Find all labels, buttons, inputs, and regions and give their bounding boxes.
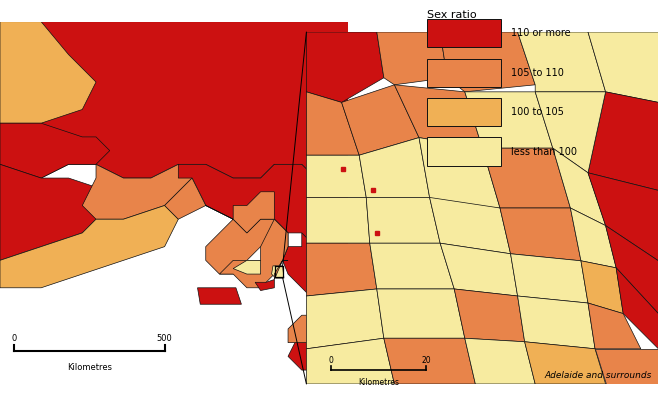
Polygon shape [306, 338, 395, 384]
Polygon shape [306, 243, 377, 296]
Polygon shape [377, 289, 465, 338]
Polygon shape [283, 233, 348, 315]
Polygon shape [454, 289, 525, 342]
Polygon shape [465, 92, 553, 148]
Polygon shape [0, 123, 110, 178]
Polygon shape [255, 280, 274, 290]
Polygon shape [342, 85, 419, 155]
Polygon shape [165, 178, 288, 274]
Polygon shape [198, 288, 241, 304]
Polygon shape [384, 338, 475, 384]
Text: 0: 0 [11, 334, 16, 343]
Polygon shape [377, 32, 447, 85]
Polygon shape [588, 173, 659, 261]
Polygon shape [588, 303, 641, 349]
Polygon shape [606, 226, 659, 314]
Polygon shape [366, 198, 440, 243]
Polygon shape [570, 208, 616, 268]
Polygon shape [220, 219, 288, 288]
Text: less than 100: less than 100 [511, 146, 578, 156]
Text: 110 or more: 110 or more [511, 28, 571, 38]
Polygon shape [500, 208, 581, 261]
Polygon shape [440, 32, 535, 92]
Polygon shape [518, 296, 595, 349]
Polygon shape [271, 266, 284, 278]
Text: 20: 20 [421, 356, 431, 365]
Polygon shape [0, 22, 348, 178]
Polygon shape [440, 243, 518, 296]
Polygon shape [525, 342, 606, 384]
Polygon shape [595, 349, 659, 384]
Polygon shape [535, 92, 606, 173]
Polygon shape [465, 338, 535, 384]
Polygon shape [511, 254, 588, 303]
Polygon shape [588, 32, 659, 102]
Polygon shape [370, 243, 454, 289]
Polygon shape [518, 32, 606, 92]
FancyBboxPatch shape [427, 98, 501, 126]
Polygon shape [616, 268, 659, 349]
Polygon shape [288, 315, 348, 370]
Polygon shape [306, 289, 384, 349]
Polygon shape [316, 329, 343, 356]
Polygon shape [274, 260, 288, 280]
Polygon shape [581, 261, 623, 314]
Polygon shape [395, 85, 482, 148]
Polygon shape [306, 198, 370, 243]
Text: 500: 500 [157, 334, 172, 343]
Polygon shape [288, 315, 329, 343]
Polygon shape [419, 138, 500, 208]
Polygon shape [429, 198, 511, 254]
Text: 100 to 105: 100 to 105 [511, 107, 564, 117]
Polygon shape [306, 92, 359, 155]
Text: Kilometres: Kilometres [66, 363, 112, 372]
Polygon shape [82, 164, 192, 219]
Text: Sex ratio: Sex ratio [427, 10, 476, 20]
Polygon shape [359, 138, 429, 198]
Polygon shape [178, 164, 348, 247]
Polygon shape [233, 192, 274, 233]
FancyBboxPatch shape [427, 58, 501, 87]
FancyBboxPatch shape [427, 138, 501, 166]
Polygon shape [233, 260, 261, 274]
Polygon shape [0, 206, 178, 288]
Polygon shape [482, 148, 570, 208]
Polygon shape [306, 32, 384, 102]
Polygon shape [553, 148, 606, 226]
Text: 105 to 110: 105 to 110 [511, 68, 564, 78]
Polygon shape [0, 22, 96, 123]
Text: Adelaide and surrounds: Adelaide and surrounds [544, 372, 651, 380]
Polygon shape [588, 92, 659, 190]
Text: Kilometres: Kilometres [358, 378, 399, 387]
Text: 0: 0 [328, 356, 334, 365]
FancyBboxPatch shape [427, 19, 501, 47]
Polygon shape [0, 164, 110, 260]
Polygon shape [306, 155, 366, 198]
